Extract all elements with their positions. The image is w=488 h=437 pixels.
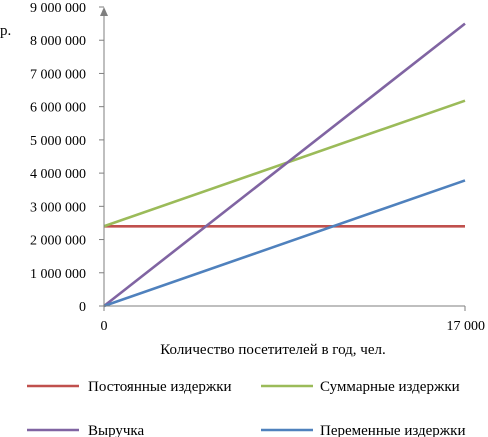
y-tick-label: 7 000 000 bbox=[30, 67, 86, 82]
series-line bbox=[103, 22, 466, 308]
legend-item: Выручка bbox=[27, 423, 144, 437]
y-tick-label: 0 bbox=[79, 300, 86, 315]
legend: Постоянные издержки Суммарные издержки Выр… bbox=[27, 379, 466, 437]
y-tick-label: 9 000 000 bbox=[30, 1, 86, 16]
axes-layer bbox=[99, 6, 466, 311]
legend-label: Суммарные издержки bbox=[320, 379, 460, 395]
y-tick-label: 5 000 000 bbox=[30, 134, 86, 149]
y-tick-label: 1 000 000 bbox=[30, 267, 86, 282]
y-tick-label: 6 000 000 bbox=[30, 101, 86, 116]
legend-label: Постоянные издержки bbox=[88, 379, 232, 395]
x-tick-label: 0 bbox=[101, 319, 108, 334]
legend-label: Выручка bbox=[88, 423, 144, 437]
x-axis-title: Количество посетителей в год, чел. bbox=[160, 342, 385, 358]
legend-item: Переменные издержки bbox=[261, 423, 466, 437]
labels-layer: 0 1 000 000 2 000 000 3 000 000 4 000 000 5 0… bbox=[30, 1, 485, 334]
legend-label: Переменные издержки bbox=[320, 423, 466, 437]
y-axis-title: р. bbox=[0, 23, 11, 39]
y-tick-label: 4 000 000 bbox=[30, 167, 86, 182]
y-axis-arrow-icon bbox=[100, 7, 108, 16]
legend-item: Суммарные издержки bbox=[261, 379, 460, 395]
series-layer bbox=[103, 22, 466, 308]
y-tick-label: 3 000 000 bbox=[30, 200, 86, 215]
x-tick-label: 17 000 bbox=[447, 319, 486, 334]
legend-item: Постоянные издержки bbox=[27, 379, 232, 395]
y-tick-label: 8 000 000 bbox=[30, 34, 86, 49]
series-line bbox=[103, 179, 466, 308]
y-tick-label: 2 000 000 bbox=[30, 234, 86, 249]
